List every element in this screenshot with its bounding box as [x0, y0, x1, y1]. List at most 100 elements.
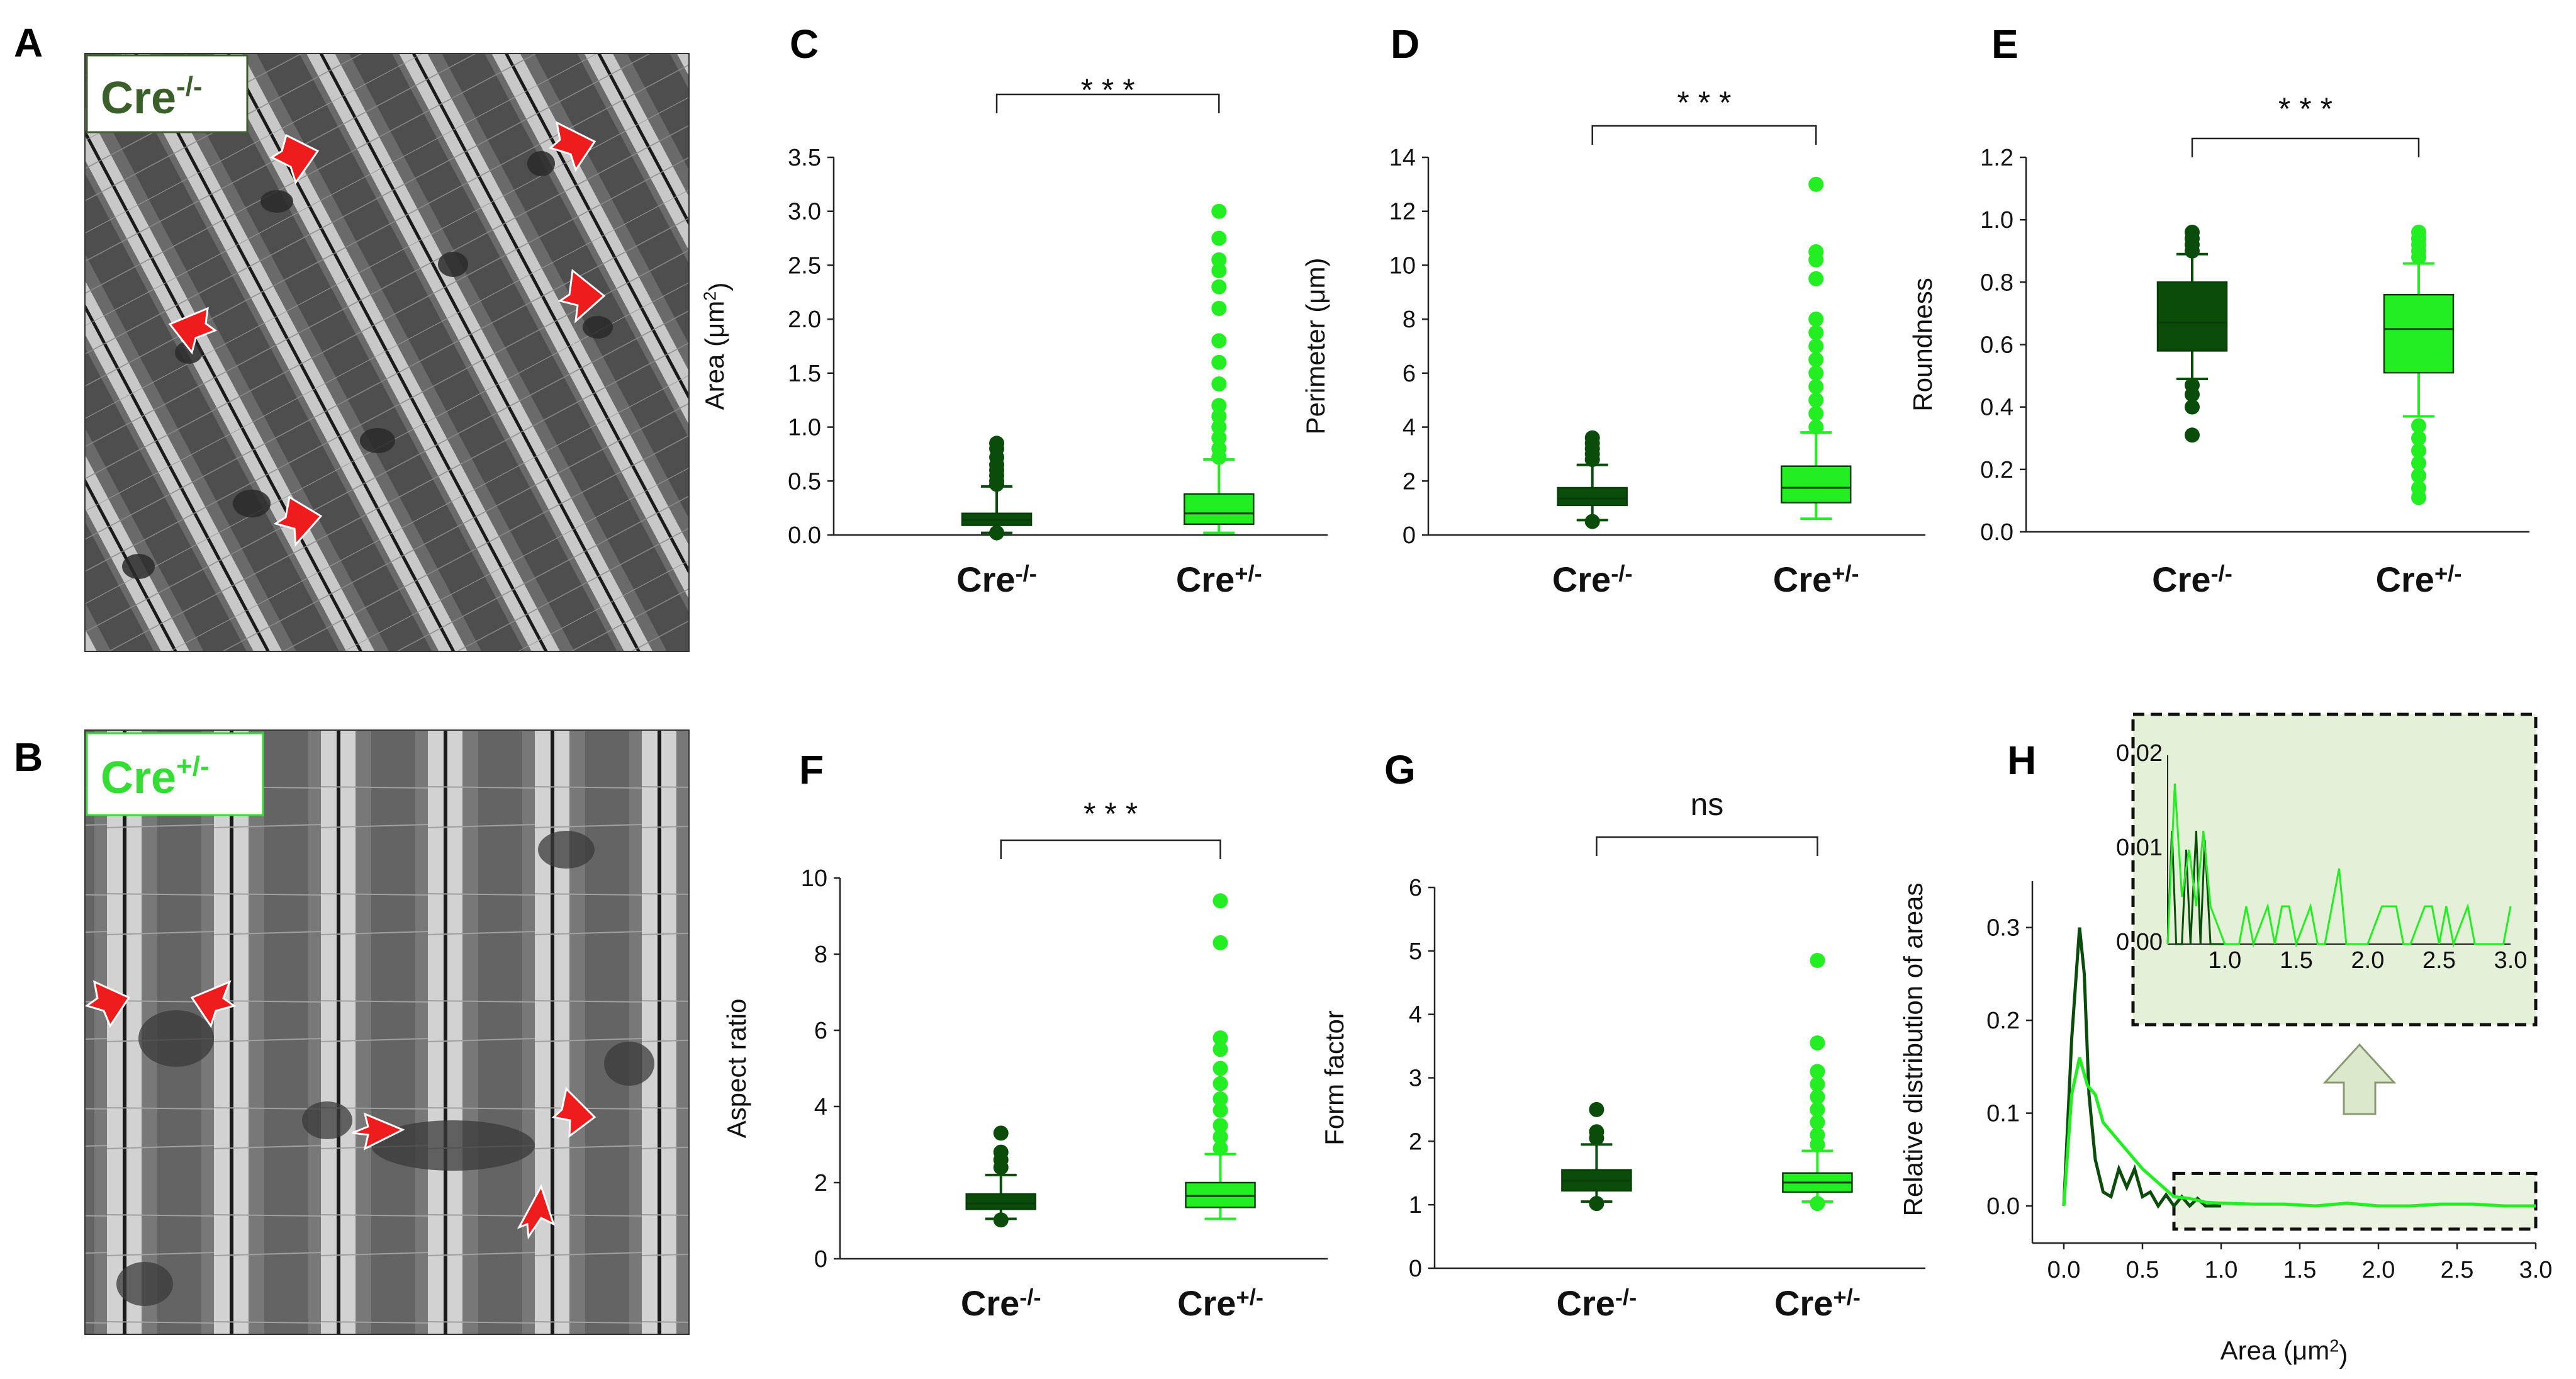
significance-bracket	[1591, 125, 1817, 145]
inset-line-cre-plus	[2166, 783, 2512, 948]
box-iqr	[1184, 493, 1255, 526]
outlier-point	[1808, 325, 1824, 341]
outlier-point	[1211, 279, 1227, 295]
y-tick-label: 0.2	[1986, 1008, 2020, 1034]
x-axis-title-sup: 2	[2329, 1336, 2339, 1356]
outlier-point	[2411, 431, 2426, 446]
y-tick-label: 10	[801, 865, 827, 892]
y-axis-title-base: Perimeter (μm)	[1301, 258, 1330, 435]
outlier-point	[1211, 263, 1227, 278]
x-category-label-sup: -/-	[1615, 1285, 1637, 1310]
outlier-point	[2411, 225, 2426, 240]
x-category-label-base: Cre	[1774, 1283, 1833, 1323]
y-tick-label: 12	[1389, 199, 1416, 225]
box-series-cre-minus	[965, 1125, 1036, 1228]
outlier-point	[1211, 301, 1227, 316]
y-tick-label: 0.1	[1986, 1101, 2020, 1127]
outlier-point	[1810, 1127, 1825, 1143]
outlier-point	[1810, 1196, 1825, 1212]
line-series-cre-plus	[2062, 1057, 2536, 1208]
x-category-label-sup: +/-	[1236, 1285, 1263, 1310]
y-tick-label: 4	[1409, 1002, 1422, 1028]
significance-bracket	[2191, 137, 2420, 157]
x-category-label-base: Cre	[1176, 560, 1235, 599]
x-category-label-base: Cre	[1773, 560, 1832, 599]
y-tick-label: 0.3	[1986, 915, 2020, 942]
y-axis-title: Form factor	[1319, 1010, 1349, 1145]
outlier-point	[1589, 1101, 1604, 1117]
box-series-cre-minus	[961, 436, 1033, 541]
panel-label-c: C	[790, 21, 819, 67]
x-category-label: Cre-/-	[1557, 1283, 1637, 1323]
outlier-point	[993, 1144, 1009, 1160]
y-axis-title: Aspect ratio	[722, 999, 751, 1139]
outlier-point	[1808, 379, 1824, 395]
outlier-point	[1589, 1196, 1604, 1212]
outlier-point	[1211, 419, 1227, 435]
outlier-point	[2411, 468, 2426, 483]
x-tick-label: 1.0	[2205, 1257, 2238, 1283]
x-tick-label: 2.5	[2441, 1257, 2474, 1283]
y-axis-title: Perimeter (μm)	[1301, 258, 1330, 435]
panel-label-h: H	[2007, 738, 2036, 783]
x-category-label: Cre-/-	[961, 1283, 1041, 1323]
x-tick-label: 3.0	[2519, 1257, 2553, 1283]
red-arrow	[84, 980, 131, 1028]
y-tick-label: 2	[1403, 468, 1416, 495]
panel-label-d: D	[1391, 21, 1420, 67]
inset-x-tick-label: 2.5	[2422, 947, 2456, 974]
outlier-point	[2185, 427, 2200, 443]
inset-x-tick-label: 2.0	[2351, 947, 2385, 974]
x-category-label: Cre+/-	[1773, 560, 1859, 599]
y-tick-label: 6	[1403, 361, 1416, 387]
x-category-label: Cre+/-	[2376, 560, 2462, 599]
panel-label-g: G	[1384, 747, 1416, 792]
x-category-label-sup: +/-	[2434, 561, 2461, 587]
svg-text:Cre-/-: Cre-/-	[101, 71, 203, 123]
y-axis-title-base: Roundness	[1908, 278, 1937, 411]
x-tick-label: 0.5	[2126, 1257, 2159, 1283]
outlier-point	[2185, 377, 2200, 393]
box-iqr	[965, 1193, 1036, 1210]
line-series-cre-minus	[2062, 927, 2221, 1209]
box-iqr	[1557, 487, 1628, 507]
x-tick-label: 0.0	[2047, 1257, 2081, 1283]
inset-y-tick-label: 0.02	[2116, 740, 2163, 767]
outlier-point	[1808, 312, 1824, 327]
red-arrow	[551, 1086, 596, 1139]
significance-label: * * *	[1081, 72, 1135, 108]
outlier-point	[989, 525, 1005, 541]
significance-label: * * *	[1084, 796, 1138, 831]
y-tick-label: 1.0	[788, 415, 821, 441]
box-series-cre-minus	[1561, 1101, 1632, 1212]
outlier-point	[1810, 1101, 1825, 1117]
x-tick-label: 1.5	[2283, 1257, 2317, 1283]
y-tick-label: 4	[1403, 415, 1416, 441]
x-category-label-base: Cre	[1552, 560, 1611, 599]
y-axis-title: Area (μm2)	[700, 283, 734, 410]
y-tick-label: 0.0	[788, 522, 821, 549]
outlier-point	[1808, 419, 1824, 435]
box-iqr	[2156, 281, 2228, 352]
outlier-point	[1212, 1076, 1228, 1091]
y-tick-label: 1.0	[1980, 207, 2013, 234]
svg-text:Cre+/-: Cre+/-	[101, 751, 210, 803]
outlier-point	[1211, 398, 1227, 414]
x-category-label-sup: -/-	[1019, 1285, 1041, 1310]
box-series-cre-plus	[1780, 176, 1852, 521]
box-series-cre-plus	[1185, 893, 1256, 1220]
y-axis-title-sup: 2	[700, 291, 720, 301]
y-axis-title-base: Aspect ratio	[722, 999, 751, 1139]
significance-bracket	[995, 93, 1220, 113]
y-tick-label: 2	[1409, 1129, 1422, 1155]
outlier-point	[1211, 230, 1227, 246]
y-tick-label: 0.0	[1986, 1193, 2020, 1220]
y-tick-label: 3	[1409, 1066, 1422, 1092]
red-arrow	[269, 133, 320, 185]
significance-bracket	[1596, 836, 1818, 856]
y-tick-label: 10	[1389, 252, 1416, 279]
inset-line-cre-minus	[2166, 830, 2225, 945]
outlier-point	[1810, 1064, 1825, 1079]
